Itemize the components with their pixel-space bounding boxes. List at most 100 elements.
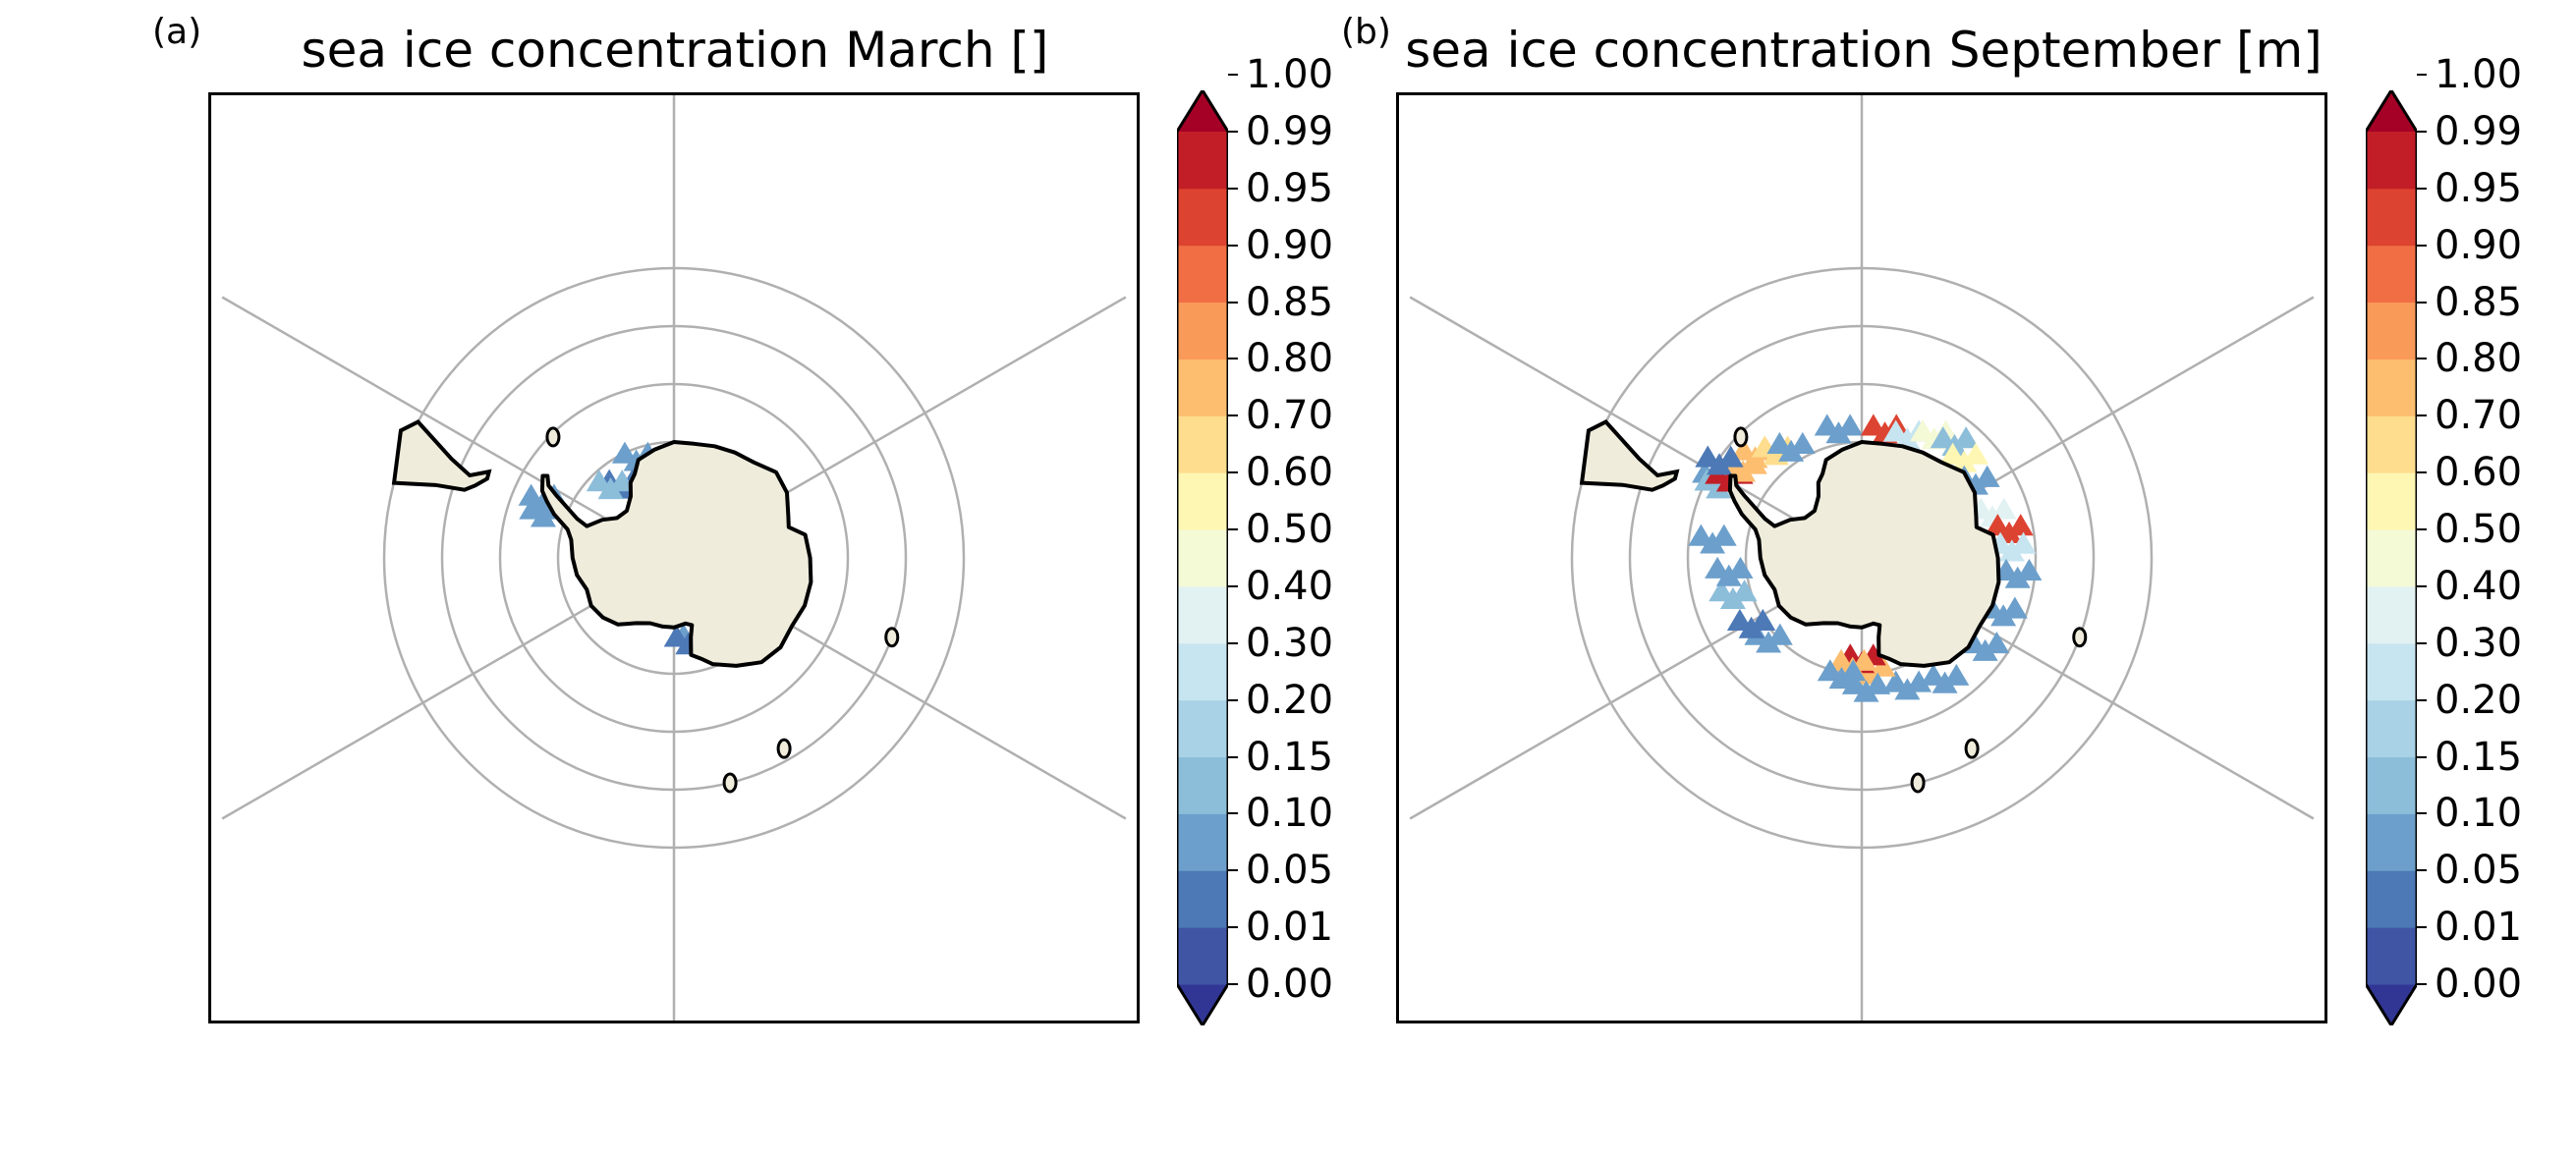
colorbar-segment [2366,188,2417,247]
colorbar-segment [1177,245,1228,304]
panel-b-letter: (b) [1341,12,1391,52]
colorbar-extend-max [1177,90,1228,132]
island [1733,426,1749,448]
colorbar-tick [2417,414,2427,417]
colorbar-canvas [1177,90,1228,1025]
colorbar-segment [1177,585,1228,644]
colorbar-tick [2417,244,2427,247]
colorbar-tick [1228,74,1238,77]
sea-ice-patch [1930,426,1980,457]
colorbar-tick [1228,926,1238,929]
colorbar-segment [1177,132,1228,190]
colorbar-tick [2417,74,2427,77]
colorbar-tick [1228,983,1238,985]
colorbar-segment [2366,756,2417,814]
sea-ice-patch [1688,524,1737,554]
colorbar-tick [1228,414,1238,417]
colorbar-segment [1177,188,1228,247]
colorbar-tick-label: 0.99 [1246,109,1334,154]
colorbar-tick-label: 0.20 [1246,677,1334,723]
colorbar-tick-label: 0.60 [1246,450,1334,496]
meridian-gridline [1409,296,1863,560]
colorbar-tick-label: 0.20 [2435,677,2523,723]
colorbar-tick-label: 0.00 [1246,962,1334,1007]
colorbar-tick-label: 0.80 [2435,336,2523,382]
colorbar-tick [2417,698,2427,701]
panel-b-colorbar: 0.00 0.01 0.05 0.10 0.15 0.20 0.30 0.40 0.50 0.60… [2366,55,2522,1025]
colorbar-segment [2366,132,2417,190]
colorbar-tick-label: 0.99 [2435,109,2523,154]
colorbar-tick [1228,584,1238,587]
colorbar-tick [2417,755,2427,758]
colorbar-tick [2417,584,2427,587]
sea-ice-patch [1817,659,1867,690]
colorbar-segment [1177,756,1228,814]
meridian-gridline [221,296,675,560]
panel-b-title: sea ice concentration September [m] [1405,22,2323,79]
colorbar-tick-label: 0.85 [1246,279,1334,325]
colorbar-extend-min [2366,984,2417,1025]
colorbar-segment [2366,302,2417,359]
colorbar-segment [1177,699,1228,758]
colorbar-tick [1228,244,1238,247]
island [545,426,561,448]
sea-ice-patch [1726,608,1776,638]
sea-ice-patch [1920,663,1970,693]
colorbar-tick-label: 0.05 [1246,848,1334,894]
colorbar-segment [1177,529,1228,587]
island [776,738,792,759]
colorbar-tick [2417,983,2427,985]
colorbar-tick-label: 0.40 [1246,563,1334,609]
panel-a-map [208,92,1140,1023]
sea-ice-patch [1841,672,1891,702]
colorbar-tick-label: 0.40 [2435,563,2523,609]
colorbar-tick-label: 0.10 [2435,791,2523,837]
colorbar-tick [2417,471,2427,474]
colorbar-tick-label: 0.30 [1246,620,1334,666]
colorbar-tick [2417,528,2427,531]
island [1964,738,1980,759]
colorbar-tick-label: 1.00 [1246,52,1334,98]
panel-a-map-canvas [221,95,1127,1021]
sea-ice-patch [1695,445,1744,475]
colorbar-segment [2366,699,2417,758]
colorbar-segment [1177,472,1228,530]
colorbar-extend-min [1177,984,1228,1025]
colorbar-segment [2366,415,2417,473]
antarctica-landmass [1727,440,2001,668]
colorbar-tick-label: 0.01 [2435,905,2523,951]
colorbar-tick-label: 0.90 [2435,222,2523,268]
sea-ice-patch [1939,442,1988,472]
colorbar-tick-label: 0.70 [1246,393,1334,439]
colorbar-tick-label: 0.10 [1246,791,1334,837]
colorbar-tick [1228,358,1238,360]
colorbar-tick [2417,358,2427,360]
colorbar-segment [2366,245,2417,304]
colorbar-tick [2417,641,2427,644]
colorbar-tick-label: 0.85 [2435,279,2523,325]
colorbar-tick-label: 0.90 [1246,222,1334,268]
colorbar-segment [1177,927,1228,985]
colorbar-segment [2366,472,2417,530]
colorbar-tick [2417,301,2427,304]
colorbar-segment [1177,870,1228,928]
panel-b-map [1396,92,2327,1023]
colorbar-tick-label: 0.95 [1246,165,1334,211]
colorbar-segment [2366,870,2417,928]
panel-a-colorbar: 0.00 0.01 0.05 0.10 0.15 0.20 0.30 0.40 0.50 0.60… [1177,55,1333,1025]
colorbar-tick-label: 0.15 [1246,734,1334,780]
colorbar-segment [1177,359,1228,416]
colorbar-tick [1228,131,1238,133]
sea-ice-patch [586,470,636,500]
panel-a-title: sea ice concentration March [] [301,22,1049,79]
panel-a-letter: (a) [152,12,202,52]
colorbar-tick-label: 0.70 [2435,393,2523,439]
colorbar-tick-label: 1.00 [2435,52,2523,98]
colorbar-tick [2417,812,2427,815]
antarctica-landmass [539,440,813,668]
sea-ice-patch [1766,431,1816,462]
sea-ice-patch [1814,414,1864,444]
island [2072,627,2088,648]
colorbar-tick [2417,926,2427,929]
colorbar-segment [2366,585,2417,644]
